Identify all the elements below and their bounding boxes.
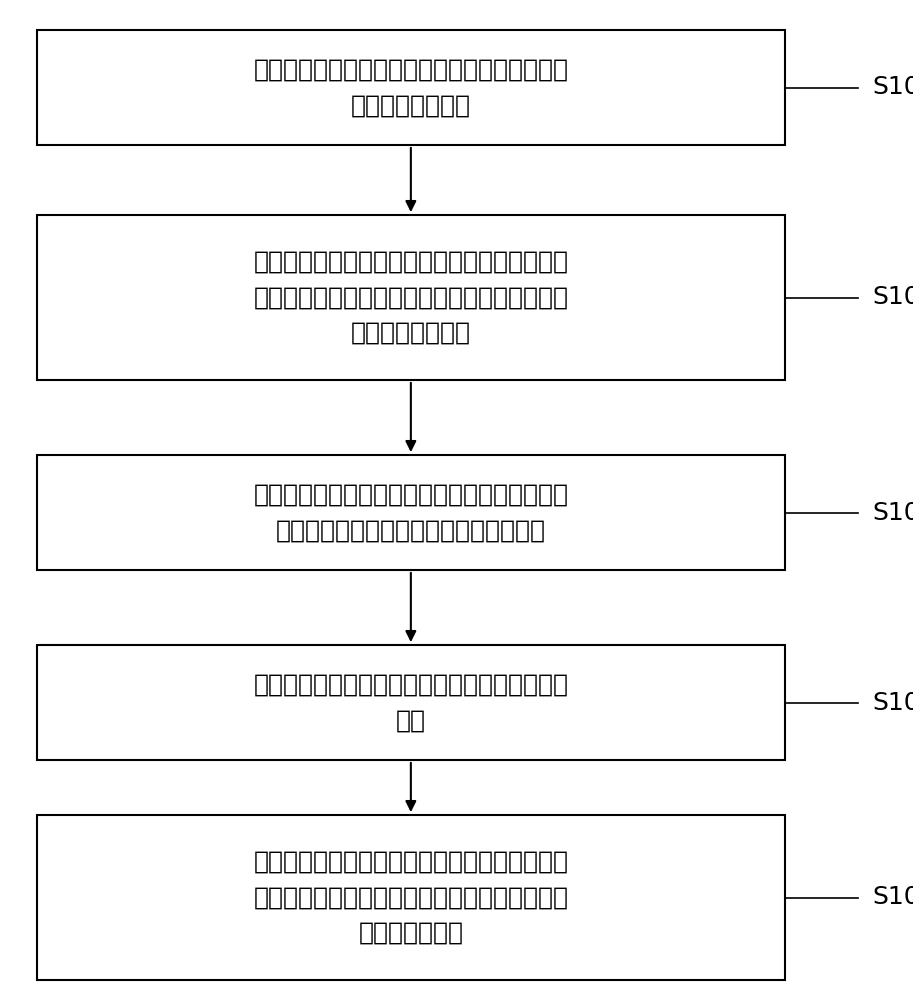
- Bar: [37, 30, 785, 145]
- Bar: [37, 645, 785, 760]
- Text: S105: S105: [872, 886, 913, 910]
- Text: S103: S103: [872, 500, 913, 524]
- Text: S101: S101: [872, 76, 913, 100]
- Bar: [37, 455, 785, 570]
- Text: 获取所需绘制的交通路口对应的客户端的路口地
理坐标配置信息，并解析路口地理坐标配置信息
获得路口地理坐标: 获取所需绘制的交通路口对应的客户端的路口地 理坐标配置信息，并解析路口地理坐标配…: [253, 250, 569, 345]
- Text: 获取交通路口的信号灯的时序数据，将交通信号
灯状态绘制在交通路口示意图底图上，获得交通
路口信息时序图: 获取交通路口的信号灯的时序数据，将交通信号 灯状态绘制在交通路口示意图底图上，获…: [253, 850, 569, 945]
- Bar: [37, 815, 785, 980]
- Text: 根据路口地理坐标从路网信息数据库中读取路口
地理坐标位置对应的交通路口的路网信息: 根据路口地理坐标从路网信息数据库中读取路口 地理坐标位置对应的交通路口的路网信息: [253, 483, 569, 542]
- Bar: [37, 215, 785, 380]
- Text: S104: S104: [872, 690, 913, 714]
- Text: 在客户端建立与路网信息数据库相同格式的路口
地理坐标配置信息: 在客户端建立与路网信息数据库相同格式的路口 地理坐标配置信息: [253, 58, 569, 117]
- Text: S102: S102: [872, 286, 913, 310]
- Text: 根据路网信息并采用绘制引擎绘制交通路口示意
底图: 根据路网信息并采用绘制引擎绘制交通路口示意 底图: [253, 673, 569, 732]
